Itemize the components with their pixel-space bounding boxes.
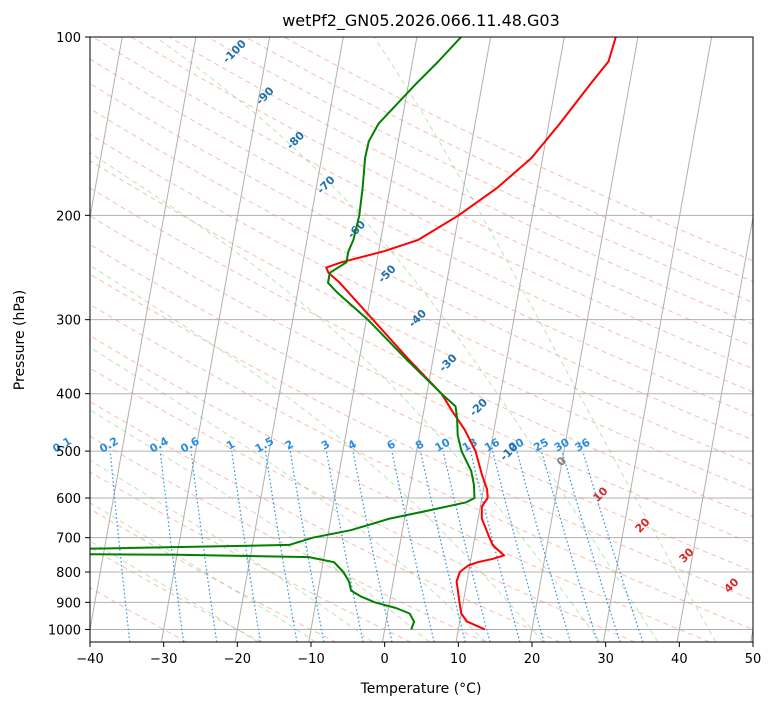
x-tick-label: −20	[224, 652, 251, 667]
dry-adiabat-line	[245, 37, 753, 282]
x-tick-label: 30	[597, 652, 614, 667]
isotherm-line	[676, 214, 753, 642]
moist-adiabat-line	[90, 409, 430, 642]
plot-frame	[89, 36, 754, 643]
moist-adiabat-line	[90, 459, 373, 642]
y-tick-label: 600	[56, 492, 81, 507]
y-tick-label: 500	[56, 445, 81, 460]
mixing-ratio-line	[190, 451, 218, 642]
isotherm-line	[160, 37, 271, 642]
moist-adiabat-line	[90, 264, 544, 642]
y-tick-label: 900	[56, 596, 81, 611]
dewpoint-profile-line	[90, 37, 476, 630]
temperature-profile-line	[325, 37, 617, 631]
mixing-ratio-line	[561, 450, 621, 642]
isotherm-line	[90, 37, 197, 633]
x-axis-title: Temperature (°C)	[360, 681, 482, 697]
x-tick-label: 10	[450, 652, 467, 667]
y-tick-label: 400	[56, 388, 81, 403]
x-tick-label: −30	[150, 652, 177, 667]
dry-adiabat-line	[90, 273, 753, 601]
dry-adiabat-line	[90, 435, 486, 642]
isotherm-line	[455, 37, 565, 642]
x-tick-label: 40	[671, 652, 688, 667]
y-tick-label: 100	[56, 31, 81, 46]
dry-adiabat-line	[90, 108, 753, 441]
mixing-ratio-line	[391, 450, 435, 642]
axes: −40 −30 −20 −10 0 10 20 30 40 50 100 200 300 400 500 60…	[48, 31, 761, 667]
isotherm-line	[234, 37, 344, 642]
y-tick-label: 800	[56, 566, 81, 581]
isotherm-line	[308, 37, 418, 642]
y-tick-label: 200	[56, 209, 81, 224]
mixing-ratio-line	[159, 451, 185, 642]
mixing-ratio-line	[492, 450, 545, 642]
x-tick-label: 0	[381, 652, 389, 667]
moist-adiabat-line	[155, 37, 659, 642]
isotherm-line	[529, 37, 639, 642]
dry-adiabat-line	[169, 37, 753, 325]
y-tick-label: 700	[56, 532, 81, 547]
dry-adiabat-line	[92, 37, 753, 370]
chart-title: wetPf2_GN05.2026.066.11.48.G03	[282, 11, 560, 31]
moist-adiabat-line	[373, 37, 717, 642]
x-tick-label: −10	[297, 652, 324, 667]
moist-adiabat-line	[90, 540, 259, 642]
x-tick-label: 20	[524, 652, 541, 667]
moist-adiabat-line	[90, 152, 601, 642]
isotherm-line	[602, 37, 713, 642]
dry-adiabat-line	[90, 215, 753, 545]
x-tick-label: 50	[745, 652, 762, 667]
background-lines	[90, 37, 753, 642]
y-tick-label: 300	[56, 314, 81, 329]
x-tick-label: −40	[76, 652, 103, 667]
mixing-ratio-line	[109, 451, 131, 642]
dry-adiabat-line	[90, 508, 337, 642]
y-axis-title: Pressure (hPa)	[12, 290, 28, 390]
dry-adiabat-line	[90, 401, 561, 642]
dry-adiabat-line	[90, 303, 753, 630]
moist-adiabat-line	[90, 346, 487, 642]
mixing-ratio-line	[352, 450, 393, 642]
mixing-ratio-line	[469, 450, 521, 642]
mixing-ratio-line	[325, 450, 364, 642]
mixing-ratio-line	[540, 450, 599, 642]
y-tick-label: 1000	[48, 623, 81, 638]
dry-adiabat-line	[90, 471, 411, 642]
mixing-ratio-line	[582, 450, 644, 642]
dry-adiabat-line	[90, 58, 753, 393]
isotherm-line	[381, 37, 492, 642]
dry-adiabat-line	[90, 243, 753, 572]
mixing-ratio-line	[419, 450, 466, 642]
mixing-ratio-line	[231, 451, 262, 642]
isotherm-line	[90, 37, 123, 221]
dry-adiabat-line	[90, 160, 753, 491]
profile-series	[90, 37, 617, 631]
mixing-ratio-line	[516, 450, 572, 642]
